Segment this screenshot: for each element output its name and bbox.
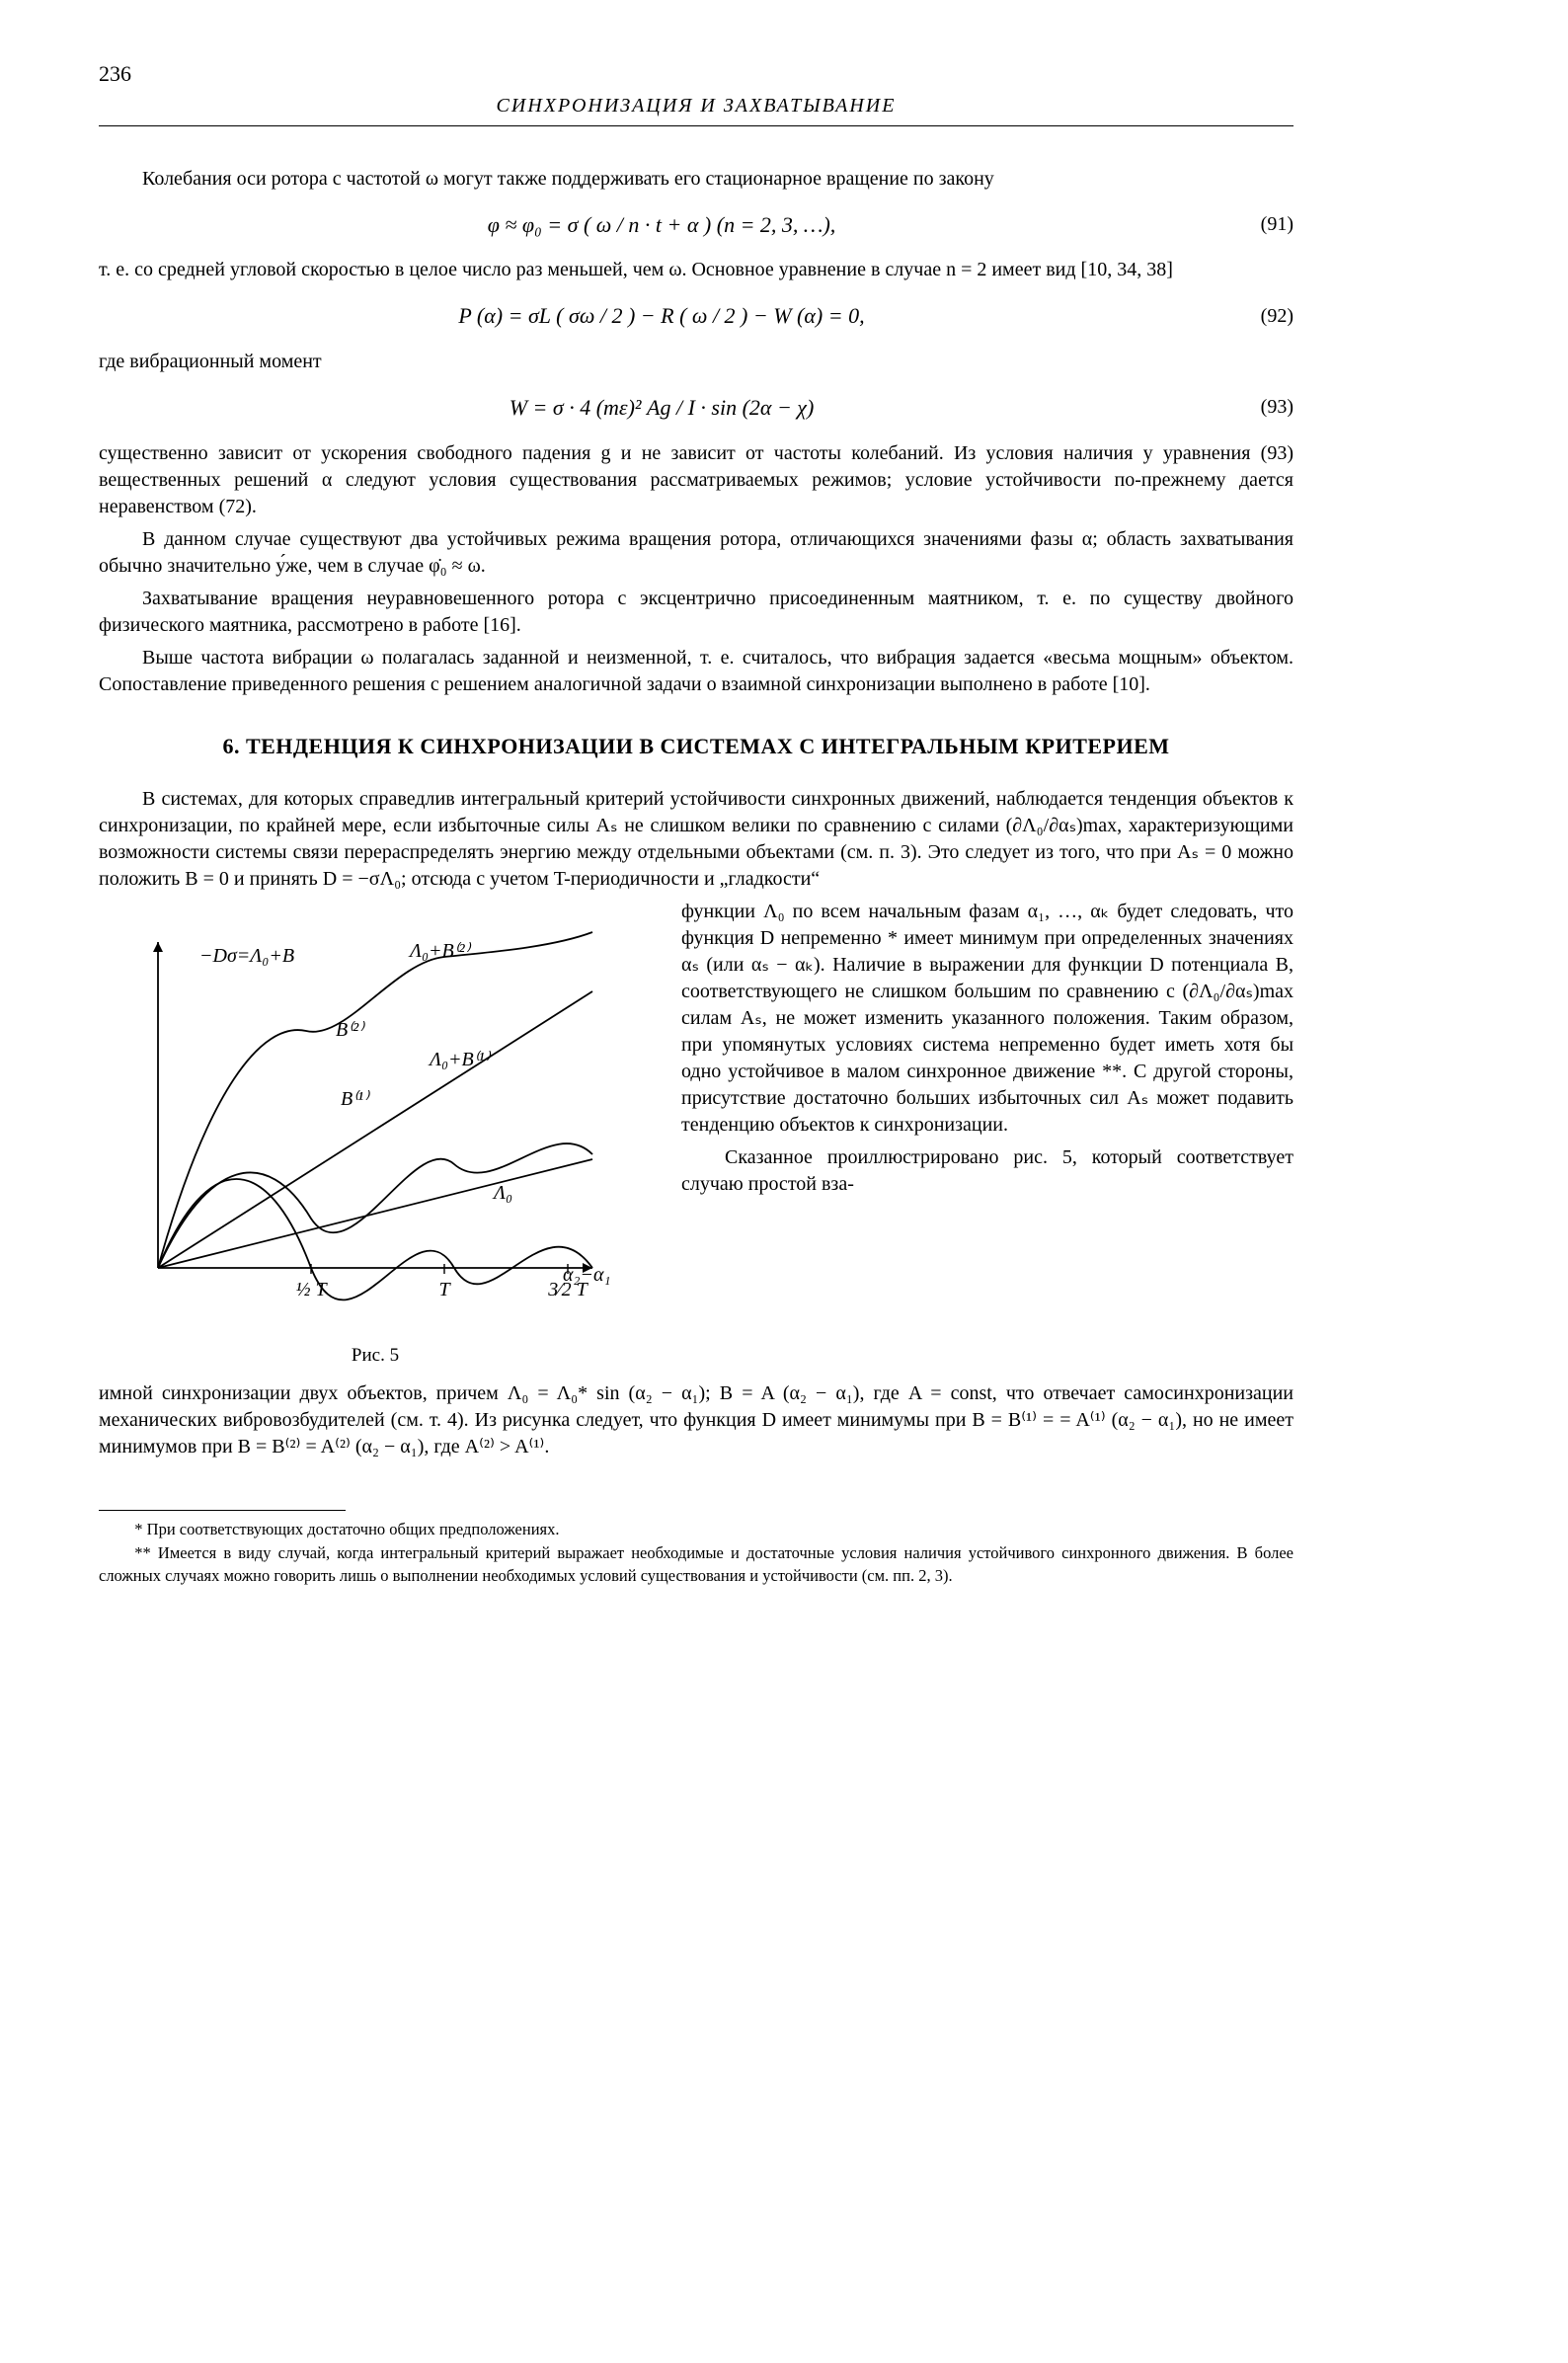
svg-text:Λ₀+B⁽¹⁾: Λ₀+B⁽¹⁾ [428, 1049, 492, 1070]
svg-text:Λ₀+B⁽²⁾: Λ₀+B⁽²⁾ [408, 940, 472, 962]
equation-93: W = σ · 4 (mε)² Ag / I · sin (2α − χ) (9… [99, 393, 1294, 423]
svg-text:α₂−α₁: α₂−α₁ [563, 1264, 610, 1286]
equation-body: P (α) = σL ( σω / 2 ) − R ( ω / 2 ) − W … [99, 301, 1224, 331]
svg-text:B⁽¹⁾: B⁽¹⁾ [341, 1088, 370, 1110]
body-text: где вибрационный момент [99, 349, 1294, 375]
body-text: т. е. со средней угловой скоростью в цел… [99, 257, 1294, 283]
equation-body: W = σ · 4 (mε)² Ag / I · sin (2α − χ) [99, 393, 1224, 423]
figure-caption: Рис. 5 [99, 1343, 652, 1369]
running-head: СИНХРОНИЗАЦИЯ И ЗАХВАТЫВАНИЕ [99, 93, 1294, 119]
equation-number: (93) [1224, 394, 1294, 421]
svg-text:T: T [438, 1279, 451, 1300]
body-text: В данном случае существуют два устойчивы… [99, 526, 1294, 580]
equation-body: φ ≈ φ₀ = σ ( ω / n · t + α ) (n = 2, 3, … [99, 210, 1224, 240]
footnote-2: ** Имеется в виду случай, когда интеграл… [99, 1542, 1294, 1587]
equation-91: φ ≈ φ₀ = σ ( ω / n · t + α ) (n = 2, 3, … [99, 210, 1294, 240]
equation-number: (91) [1224, 211, 1294, 238]
header-rule [99, 125, 1294, 126]
figure-5-plot: ½ TT3⁄2 Tα₂−α₁−Dσ=Λ₀+BΛ₀+B⁽²⁾Λ₀+B⁽¹⁾B⁽²⁾… [99, 903, 652, 1327]
section-heading: 6. ТЕНДЕНЦИЯ К СИНХРОНИЗАЦИИ В СИСТЕМАХ … [99, 732, 1294, 761]
footnote-rule [99, 1510, 346, 1511]
body-text: имной синхронизации двух объектов, приче… [99, 1380, 1294, 1460]
body-text: В системах, для которых справедлив интег… [99, 786, 1294, 893]
body-text: существенно зависит от ускорения свободн… [99, 440, 1294, 520]
page-number: 236 [99, 59, 1294, 89]
footnote-1: * При соответствующих достаточно общих п… [99, 1519, 1294, 1540]
body-text: Колебания оси ротора с частотой ω могут … [99, 166, 1294, 193]
figure-5: ½ TT3⁄2 Tα₂−α₁−Dσ=Λ₀+BΛ₀+B⁽²⁾Λ₀+B⁽¹⁾B⁽²⁾… [99, 903, 652, 1369]
svg-text:Λ₀: Λ₀ [492, 1182, 512, 1204]
equation-number: (92) [1224, 303, 1294, 330]
body-text: Выше частота вибрации ω полагалась задан… [99, 645, 1294, 698]
body-text: Захватывание вращения неуравновешенного … [99, 586, 1294, 639]
svg-text:B⁽²⁾: B⁽²⁾ [336, 1019, 365, 1041]
svg-text:−Dσ=Λ₀+B: −Dσ=Λ₀+B [199, 945, 294, 967]
equation-92: P (α) = σL ( σω / 2 ) − R ( ω / 2 ) − W … [99, 301, 1294, 331]
